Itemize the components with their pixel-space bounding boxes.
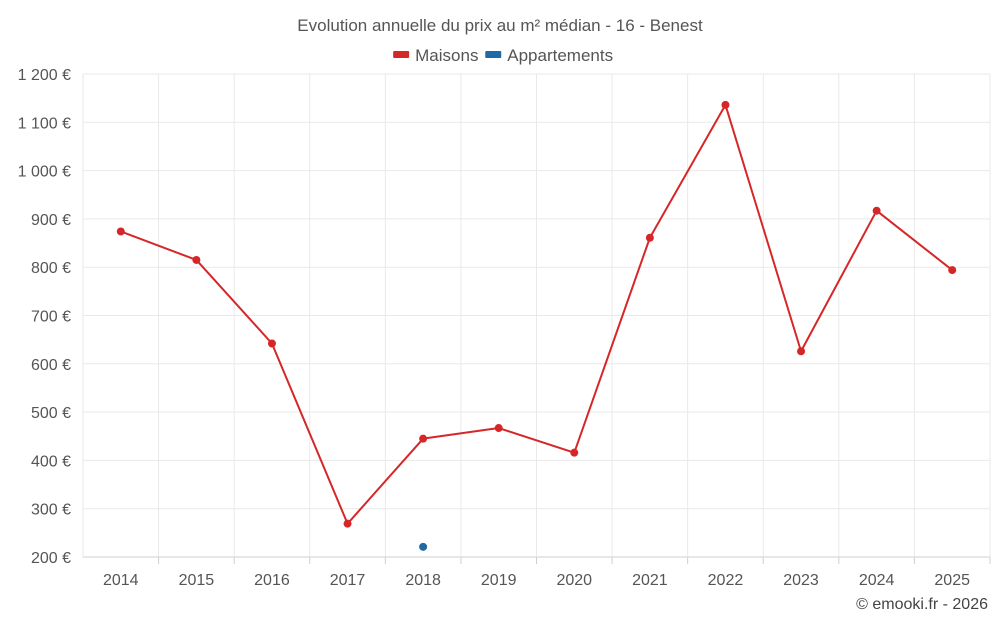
- point-maisons: [570, 448, 579, 457]
- x-tick-label: 2014: [103, 572, 139, 589]
- y-tick-label: 600 €: [31, 357, 71, 374]
- chart-title: Evolution annuelle du prix au m² médian …: [297, 16, 703, 35]
- y-tick-label: 300 €: [31, 502, 71, 519]
- x-tick-label: 2022: [708, 572, 744, 589]
- x-tick-label: 2019: [481, 572, 517, 589]
- point-maisons: [343, 519, 352, 528]
- y-tick-label: 1 100 €: [18, 115, 71, 132]
- x-tick-label: 2025: [934, 572, 970, 589]
- grid: [82, 73, 991, 564]
- y-tick-label: 700 €: [31, 309, 71, 326]
- legend-swatch-appartements: [485, 51, 502, 58]
- point-maisons: [948, 266, 957, 275]
- point-maisons: [721, 100, 730, 109]
- legend-label-appartements: Appartements: [507, 46, 613, 65]
- y-axis-labels: 200 € 300 € 400 € 500 € 600 € 700 € 800 € 900 €…: [18, 67, 71, 567]
- y-tick-label: 900 €: [31, 212, 71, 229]
- point-maisons: [116, 227, 125, 236]
- legend-label-maisons: Maisons: [415, 46, 478, 65]
- x-axis-labels: 2014 2015 2016 2017 2018 2019 2020 2021 2022 2023…: [103, 572, 970, 589]
- x-tick-label: 2023: [783, 572, 819, 589]
- legend: Maisons Appartements: [393, 46, 613, 65]
- point-maisons: [494, 424, 503, 433]
- credit-text: © emooki.fr - 2026: [856, 596, 988, 613]
- y-tick-label: 200 €: [31, 550, 71, 567]
- x-tick-label: 2018: [405, 572, 441, 589]
- x-tick-label: 2015: [179, 572, 215, 589]
- point-maisons: [797, 347, 806, 356]
- point-appartements: [419, 542, 428, 551]
- point-maisons: [645, 233, 654, 242]
- y-tick-label: 1 000 €: [18, 164, 71, 181]
- x-tick-label: 2016: [254, 572, 290, 589]
- y-tick-label: 1 200 €: [18, 67, 71, 84]
- point-maisons: [419, 434, 428, 443]
- x-tick-label: 2021: [632, 572, 668, 589]
- y-tick-label: 500 €: [31, 405, 71, 422]
- series-group: [116, 100, 957, 551]
- x-tick-label: 2020: [556, 572, 592, 589]
- point-maisons: [267, 339, 276, 348]
- series-line-maisons: [120, 103, 953, 525]
- legend-swatch-maisons: [393, 51, 410, 58]
- point-maisons: [872, 206, 881, 215]
- point-maisons: [192, 255, 201, 264]
- x-tick-label: 2024: [859, 572, 895, 589]
- y-tick-label: 800 €: [31, 260, 71, 277]
- x-tick-label: 2017: [330, 572, 366, 589]
- y-tick-label: 400 €: [31, 453, 71, 470]
